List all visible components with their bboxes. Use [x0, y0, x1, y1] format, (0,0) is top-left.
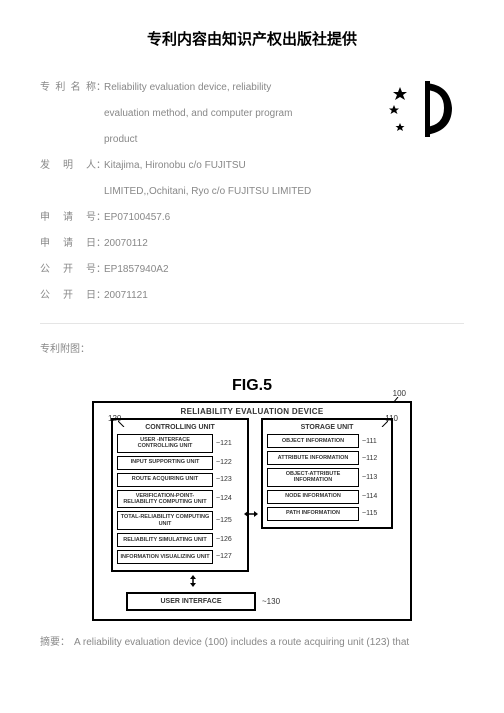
meta-inventor-cont: LIMITED,,Ochitani, Ryo c/o FUJITSU LIMIT… [40, 179, 464, 205]
meta-inventor: 发明人 ： Kitajima, Hironobu c/o FUJITSU [40, 153, 464, 179]
node-row: VERIFICATION-POINT- RELIABILITY COMPUTIN… [117, 490, 243, 509]
node-row: PATH INFORMATION~115 [267, 507, 387, 521]
user-interface-box: USER INTERFACE [126, 592, 256, 611]
node-num: ~126 [216, 536, 232, 543]
node-num: ~115 [362, 510, 377, 517]
colon: ： [96, 75, 104, 101]
node-num: ~124 [216, 495, 232, 502]
device-box: RELIABILITY EVALUATION DEVICE 120 110 CO… [92, 401, 412, 621]
node-path-info: PATH INFORMATION [267, 507, 359, 521]
colon: ： [96, 257, 104, 283]
meta-label: 发明人 [40, 153, 96, 179]
node-attribute-info: ATTRIBUTE INFORMATION [267, 451, 359, 465]
abstract-row: 摘要： A reliability evaluation device (100… [40, 635, 464, 651]
device-title: RELIABILITY EVALUATION DEVICE [100, 407, 404, 416]
node-row: INFORMATION VISUALIZING UNIT~127 [117, 550, 243, 564]
node-row: NODE INFORMATION~114 [267, 490, 387, 504]
meta-value: LIMITED,,Ochitani, Ryo c/o FUJITSU LIMIT… [104, 179, 464, 205]
colon: ： [96, 231, 104, 257]
node-ui-controlling: USER -INTERFACE CONTROLLING UNIT [117, 434, 213, 453]
node-info-visualizing: INFORMATION VISUALIZING UNIT [117, 550, 213, 564]
node-num: ~113 [362, 474, 377, 481]
bidirectional-arrow-icon [244, 509, 258, 519]
node-row: INPUT SUPPORTING UNIT~122 [117, 456, 243, 470]
colon: ： [96, 153, 104, 179]
page-header-title: 专利内容由知识产权出版社提供 [40, 28, 464, 49]
meta-label: 申请日 [40, 231, 96, 257]
node-node-info: NODE INFORMATION [267, 490, 359, 504]
meta-value: Kitajima, Hironobu c/o FUJITSU [104, 153, 464, 179]
node-row: RELIABILITY SIMULATING UNIT~126 [117, 533, 243, 547]
ui-ref-num: ~130 [262, 597, 280, 606]
meta-value: EP07100457.6 [104, 205, 464, 231]
divider [40, 323, 464, 324]
storage-unit-title: STORAGE UNIT [267, 424, 387, 431]
node-num: ~112 [362, 455, 377, 462]
meta-value: EP1857940A2 [104, 257, 464, 283]
meta-label: 专利名称 [40, 75, 96, 101]
diagram-wrapper: 100 RELIABILITY EVALUATION DEVICE 120 11… [92, 401, 412, 621]
node-num: ~114 [362, 493, 377, 500]
attachments-label: 专利附图： [40, 340, 464, 355]
node-num: ~122 [216, 459, 232, 466]
meta-pub-date: 公开日 ： 20071121 [40, 283, 464, 309]
node-route-acquiring: ROUTE ACQUIRING UNIT [117, 473, 213, 487]
node-verification-point: VERIFICATION-POINT- RELIABILITY COMPUTIN… [117, 490, 213, 509]
node-total-reliability: TOTAL-RELIABILITY COMPUTING UNIT [117, 511, 213, 530]
node-row: OBJECT-ATTRIBUTE INFORMATION~113 [267, 468, 387, 487]
meta-app-number: 申请号 ： EP07100457.6 [40, 205, 464, 231]
node-object-attribute-info: OBJECT-ATTRIBUTE INFORMATION [267, 468, 359, 487]
abstract-label: 摘要： [40, 635, 74, 651]
node-num: ~121 [216, 440, 232, 447]
node-input-supporting: INPUT SUPPORTING UNIT [117, 456, 213, 470]
storage-unit-box: STORAGE UNIT OBJECT INFORMATION~111 ATTR… [261, 418, 393, 529]
node-num: ~111 [362, 438, 377, 445]
node-row: ATTRIBUTE INFORMATION~112 [267, 451, 387, 465]
metadata-block: 专利名称 ： Reliability evaluation device, re… [40, 75, 464, 309]
node-num: ~127 [216, 553, 232, 560]
meta-pub-number: 公开号 ： EP1857940A2 [40, 257, 464, 283]
meta-app-date: 申请日 ： 20070112 [40, 231, 464, 257]
node-row: TOTAL-RELIABILITY COMPUTING UNIT~125 [117, 511, 243, 530]
colon: ： [96, 283, 104, 309]
meta-label: 公开号 [40, 257, 96, 283]
vertical-arrow-icon [188, 574, 404, 592]
controlling-unit-box: CONTROLLING UNIT USER -INTERFACE CONTROL… [111, 418, 249, 572]
node-row: OBJECT INFORMATION~111 [267, 434, 387, 448]
node-num: ~123 [216, 476, 232, 483]
controlling-unit-title: CONTROLLING UNIT [117, 424, 243, 431]
meta-value: 20070112 [104, 231, 464, 257]
publisher-logo [388, 75, 468, 145]
meta-label: 公开日 [40, 283, 96, 309]
node-object-info: OBJECT INFORMATION [267, 434, 359, 448]
node-num: ~125 [216, 517, 232, 524]
colon: ： [96, 205, 104, 231]
meta-value: 20071121 [104, 283, 464, 309]
node-reliability-simulating: RELIABILITY SIMULATING UNIT [117, 533, 213, 547]
abstract-text: A reliability evaluation device (100) in… [74, 635, 409, 651]
node-row: USER -INTERFACE CONTROLLING UNIT~121 [117, 434, 243, 453]
node-row: ROUTE ACQUIRING UNIT~123 [117, 473, 243, 487]
meta-label: 申请号 [40, 205, 96, 231]
user-interface-row: USER INTERFACE ~130 [126, 592, 404, 611]
